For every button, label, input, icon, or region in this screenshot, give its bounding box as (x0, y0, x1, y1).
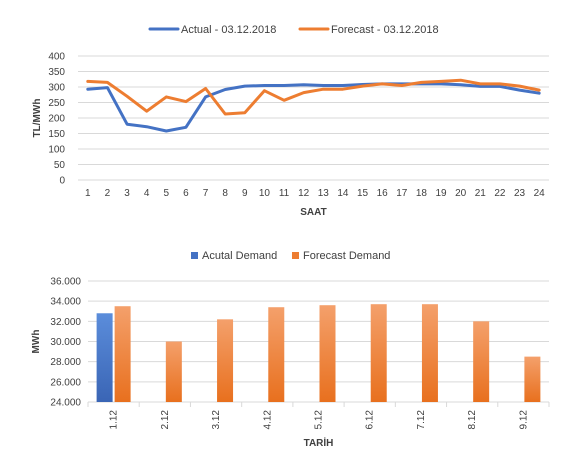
y-tick-label: 30.000 (50, 337, 81, 348)
bar-forecast (165, 341, 182, 402)
legend: Actual - 03.12.2018 Forecast - 03.12.2018 (148, 24, 439, 36)
x-tick-label: 6.12 (365, 410, 376, 430)
x-tick-label: 3.12 (211, 410, 222, 430)
x-tick-label: 12 (298, 188, 310, 199)
y-tick-label: 34.000 (50, 297, 81, 308)
daily-demand-chart: Acutal Demand Forecast Demand 24.000 26.000… (31, 250, 550, 449)
x-tick-label: 4 (144, 188, 150, 199)
y-tick-label: 100 (48, 145, 65, 156)
x-tick-label: 8.12 (467, 410, 478, 430)
x-tick-label: 22 (494, 188, 506, 199)
bar-forecast (473, 321, 490, 402)
x-tick-label: 1.12 (109, 410, 120, 430)
x-tick-label: 1 (85, 188, 91, 199)
x-tick-label: 3 (124, 188, 130, 199)
x-tick-label: 21 (475, 188, 487, 199)
legend-swatch-forecast (292, 252, 299, 259)
x-tick-label: 16 (377, 188, 389, 199)
x-tick-label: 8 (222, 188, 228, 199)
x-tick-label: 6 (183, 188, 189, 199)
bar-forecast (319, 305, 336, 402)
legend-swatch-actual (191, 252, 198, 259)
x-tick-label: 20 (455, 188, 467, 199)
x-tick-label: 4.12 (262, 410, 273, 430)
x-tick-label: 14 (337, 188, 349, 199)
hourly-price-chart: Actual - 03.12.2018 Forecast - 03.12.2018… (32, 24, 549, 218)
x-tick-label: 5.12 (314, 410, 325, 430)
x-tick-label: 9 (242, 188, 248, 199)
x-tick-label: 23 (514, 188, 526, 199)
legend-label-forecast: Forecast - 03.12.2018 (331, 24, 439, 36)
series-line-forecast (86, 78, 541, 116)
y-tick-label: 0 (59, 176, 65, 187)
bar-forecast (217, 319, 234, 402)
y-tick-label: 24.000 (50, 398, 81, 409)
y-tick-label: 200 (48, 114, 65, 125)
y-tick-label: 32.000 (50, 317, 81, 328)
bar-forecast (370, 304, 387, 402)
x-tick-label: 2 (105, 188, 111, 199)
y-tick-label: 250 (48, 98, 65, 109)
x-tick-label: 11 (279, 188, 290, 199)
y-tick-label: 26.000 (50, 377, 81, 388)
x-tick-label: 15 (357, 188, 369, 199)
y-axis-title: MWh (31, 330, 42, 354)
bar-forecast (268, 307, 285, 402)
y-tick-label: 350 (48, 67, 65, 78)
x-tick-label: 13 (318, 188, 330, 199)
legend: Acutal Demand Forecast Demand (191, 250, 390, 262)
x-tick-label: 5 (164, 188, 170, 199)
legend-label-actual: Actual - 03.12.2018 (181, 24, 276, 36)
y-tick-label: 300 (48, 83, 65, 94)
bar-forecast (524, 356, 541, 402)
x-tick-label: 19 (436, 188, 448, 199)
y-tick-label: 28.000 (50, 357, 81, 368)
x-tick-label: 10 (259, 188, 271, 199)
x-tick-label: 24 (534, 188, 546, 199)
x-axis-title: TARİH (304, 436, 334, 449)
y-tick-label: 150 (48, 129, 65, 140)
y-tick-label: 36.000 (50, 277, 81, 288)
y-tick-label: 50 (54, 160, 66, 171)
x-tick-label: 2.12 (160, 410, 171, 430)
series-line-actual (86, 82, 541, 133)
bar-actual (96, 313, 113, 402)
x-tick-label: 17 (396, 188, 408, 199)
x-tick-label: 7.12 (416, 410, 427, 430)
y-axis-title: TL/MWh (32, 99, 43, 138)
x-tick-label: 7 (203, 188, 209, 199)
legend-label-actual: Acutal Demand (202, 250, 277, 262)
x-tick-label: 18 (416, 188, 428, 199)
bar-forecast (114, 306, 131, 402)
legend-label-forecast: Forecast Demand (303, 250, 390, 262)
x-tick-label: 9.12 (518, 410, 529, 430)
y-tick-label: 400 (48, 52, 65, 63)
bar-forecast (421, 304, 438, 402)
x-axis-title: SAAT (300, 207, 326, 218)
